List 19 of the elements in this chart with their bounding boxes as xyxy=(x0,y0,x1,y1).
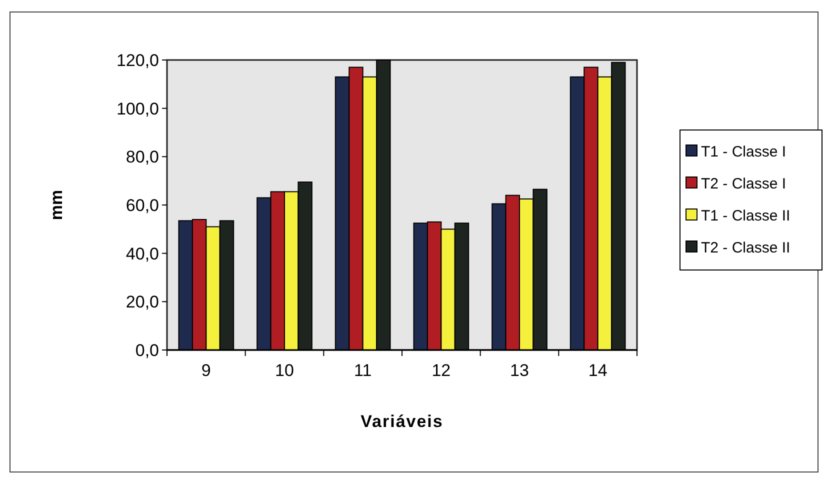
y-tick-label: 120,0 xyxy=(116,50,159,70)
legend-label: T1 - Classe II xyxy=(701,207,790,224)
x-tick-label: 13 xyxy=(510,361,529,380)
y-tick-label: 100,0 xyxy=(116,99,159,118)
x-tick-label: 10 xyxy=(275,361,294,380)
y-tick-label: 60,0 xyxy=(126,196,159,215)
y-axis-title: mm xyxy=(47,190,66,220)
y-tick-label: 40,0 xyxy=(126,244,159,264)
x-axis-title: Variáveis xyxy=(360,412,444,431)
x-tick-label: 14 xyxy=(588,361,608,380)
y-tick-label: 80,0 xyxy=(126,148,159,167)
x-tick-label: 9 xyxy=(201,361,211,380)
legend-label: T2 - Classe II xyxy=(701,239,790,256)
x-tick-label: 12 xyxy=(432,361,451,380)
legend-label: T1 - Classe I xyxy=(701,143,786,160)
x-tick-label: 11 xyxy=(354,361,372,380)
y-tick-label: 0,0 xyxy=(135,340,159,360)
legend-label: T2 - Classe I xyxy=(701,175,786,192)
y-tick-label: 20,0 xyxy=(126,292,159,312)
